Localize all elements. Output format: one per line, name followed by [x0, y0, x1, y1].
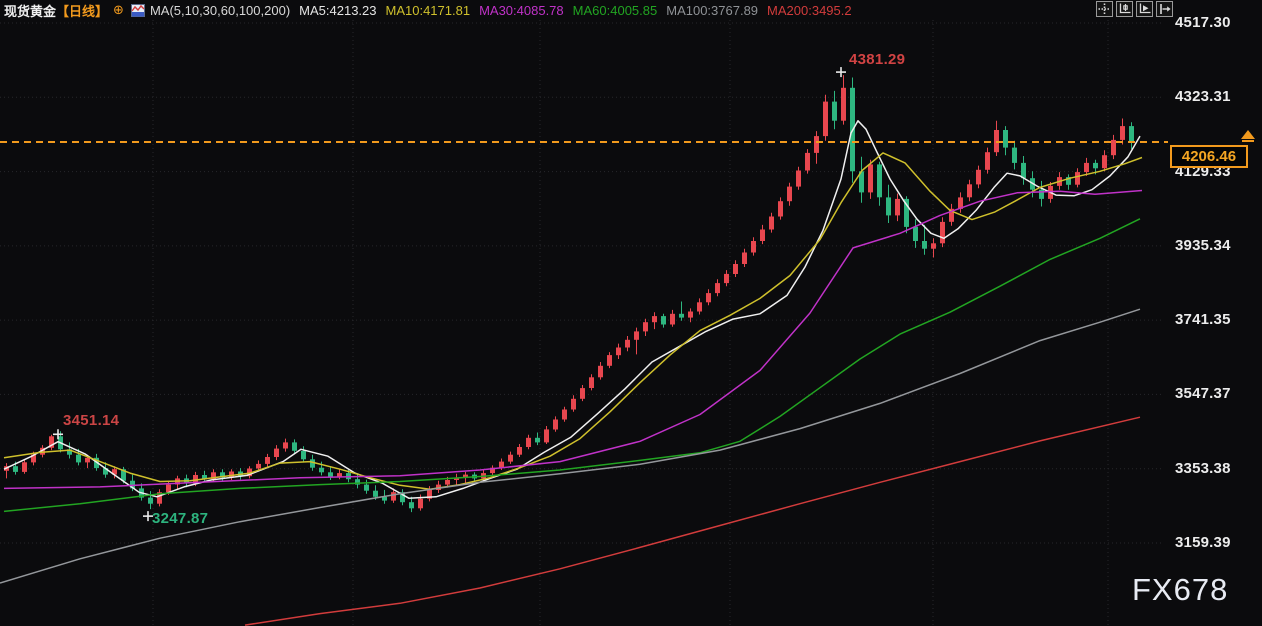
watermark: FX678: [1132, 572, 1229, 607]
price-up-arrow-icon: [1241, 130, 1255, 142]
axis-label: 3741.35: [1175, 311, 1231, 328]
axis-label: 3547.37: [1175, 385, 1231, 402]
compare-icon[interactable]: ⊕: [113, 2, 124, 17]
ma-value: MA5:4213.23: [299, 2, 377, 18]
mini-chart-icon[interactable]: [130, 3, 145, 17]
axis-label: 4323.31: [1175, 88, 1231, 105]
ma-value: MA30:4085.78: [479, 2, 564, 18]
symbol-title: 现货黄金: [4, 3, 57, 19]
price-annotation: 3247.87: [152, 510, 209, 527]
ma-value: MA60:4005.85: [572, 2, 658, 18]
axis-label: 3935.34: [1175, 237, 1231, 254]
axis-play-icon[interactable]: [1136, 1, 1153, 17]
axis-label: 3353.38: [1175, 460, 1231, 477]
ma-values: MA5:4213.23 MA10:4171.81 MA30:4085.78 MA60:…: [290, 3, 851, 18]
timeframe-label: 【日线】: [56, 3, 109, 19]
last-price-box: 4206.46: [1170, 145, 1248, 168]
axis-label: 3159.39: [1175, 534, 1231, 551]
header-bar: 现货黄金 【日线】 ⊕ MA(5,10,30,60,100,200) MA5:4…: [0, 0, 1262, 20]
ma-value: MA100:3767.89: [666, 2, 759, 18]
collapse-right-icon[interactable]: [1156, 1, 1173, 17]
ma-value: MA200:3495.2: [767, 2, 852, 18]
axis-label: 4517.30: [1175, 14, 1231, 31]
chart-toolbar: [1096, 1, 1173, 17]
last-price-value: 4206.46: [1181, 148, 1237, 165]
ma-value: MA10:4171.81: [385, 2, 471, 18]
price-annotation: 4381.29: [849, 51, 906, 68]
ma-settings-label: MA(5,10,30,60,100,200): [149, 2, 291, 18]
crosshair-icon[interactable]: [1096, 1, 1113, 17]
price-annotation: 3451.14: [63, 412, 120, 429]
axis-scale-icon[interactable]: [1116, 1, 1133, 17]
